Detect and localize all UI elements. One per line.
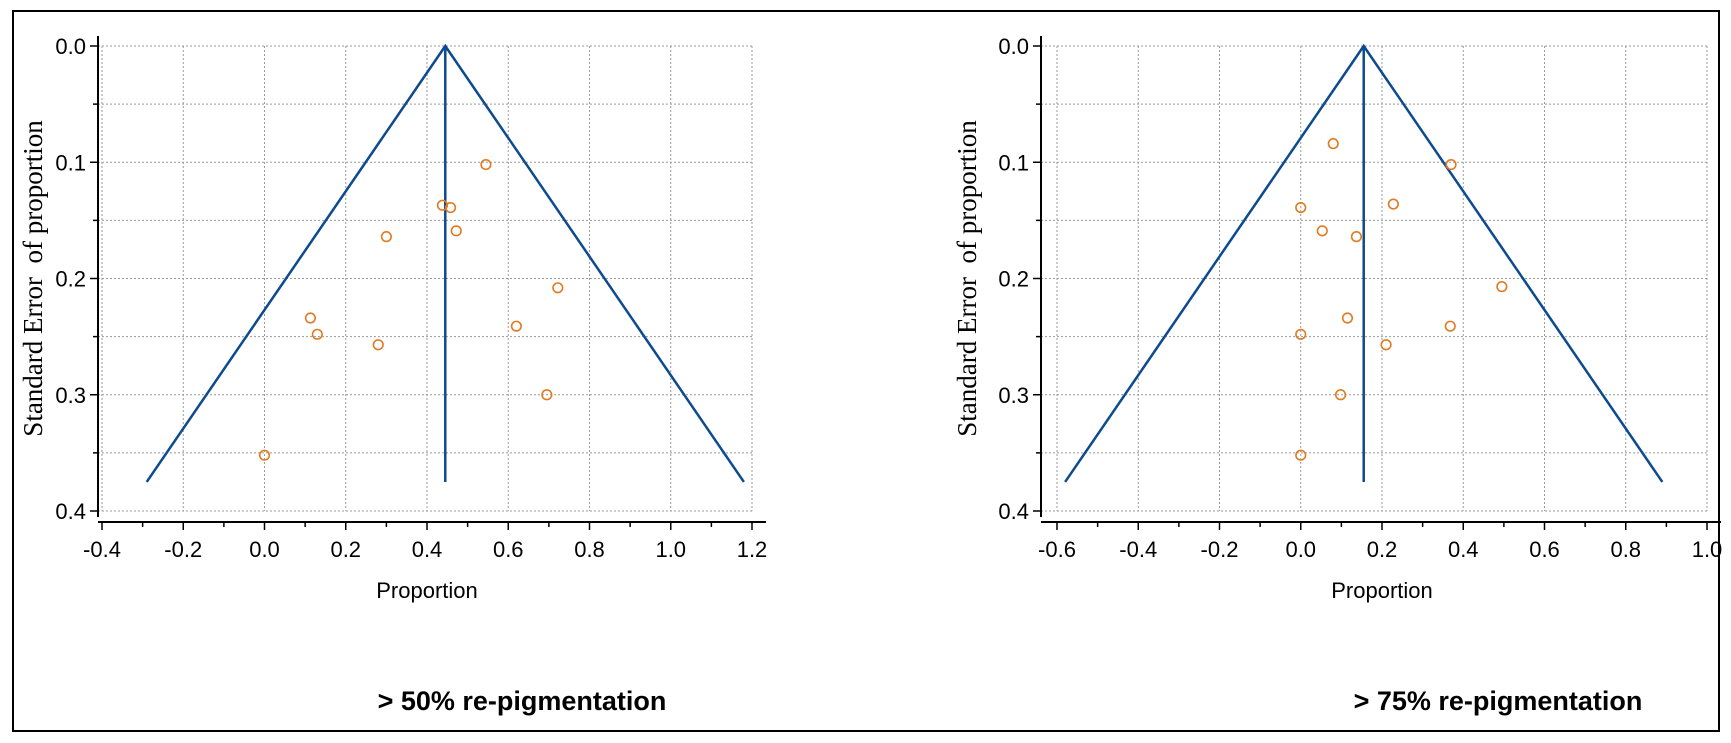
study-point	[1387, 198, 1399, 210]
study-point	[372, 339, 384, 351]
study-point	[552, 282, 564, 294]
study-point	[1350, 231, 1363, 243]
x-tick-label: -0.2	[164, 537, 202, 562]
funnel-plot-2: -0.6 -0.4 -0.2 0.0 0.2 0.4 0.6 0.8 1.0 0.0 0.1 0.2 0…	[952, 34, 1722, 716]
x-tick-label: 0.4	[1448, 537, 1479, 562]
x-tick-label: 0.2	[1367, 537, 1398, 562]
study-point	[258, 449, 271, 461]
study-point	[1341, 312, 1354, 324]
x-tick-label: 0.0	[1285, 537, 1316, 562]
study-point	[1327, 138, 1339, 150]
study-point	[1334, 389, 1347, 401]
y-tick-label: 0.1	[55, 150, 86, 175]
study-point	[1445, 158, 1457, 171]
x-tick-label: 1.2	[737, 537, 768, 562]
study-point	[450, 225, 462, 237]
study-point	[1496, 281, 1508, 293]
y-tick-label: 0.3	[55, 383, 86, 408]
funnel-plot-1: -0.4 -0.2 0.0 0.2 0.4 0.6 0.8 1.0 1.2 0.0 0.1 0.2 0.…	[18, 34, 767, 716]
y-tick-label: 0.4	[55, 499, 86, 524]
y-tick-label: 0.0	[55, 34, 86, 59]
y-axis-title: Standard Error of proportion	[18, 120, 48, 437]
figure-frame	[12, 10, 1720, 732]
study-point	[541, 389, 553, 401]
study-point	[436, 199, 449, 211]
x-tick-label: -0.2	[1201, 537, 1239, 562]
study-point	[1295, 328, 1307, 340]
x-tick-label: 0.8	[1610, 537, 1641, 562]
x-axis-title: Proportion	[376, 578, 478, 603]
study-point	[1295, 201, 1307, 214]
x-tick-label: 0.6	[493, 537, 524, 562]
study-point	[1444, 320, 1456, 332]
study-point	[311, 328, 323, 340]
y-tick-label: 0.1	[998, 150, 1029, 175]
study-point	[1295, 449, 1307, 461]
x-tick-label: 0.0	[249, 537, 280, 562]
study-point	[480, 158, 492, 171]
study-point	[304, 312, 317, 324]
panel-caption: > 75% re-pigmentation	[1354, 686, 1643, 716]
x-tick-label: -0.4	[83, 537, 121, 562]
y-tick-label: 0.4	[998, 499, 1029, 524]
study-point	[1316, 225, 1328, 237]
y-tick-label: 0.2	[998, 267, 1029, 292]
y-tick-label: 0.3	[998, 383, 1029, 408]
x-tick-label: -0.4	[1119, 537, 1157, 562]
y-axis-title: Standard Error of proportion	[952, 120, 982, 437]
y-tick-label: 0.2	[55, 267, 86, 292]
panel-caption: > 50% re-pigmentation	[378, 686, 667, 716]
x-tick-label: -0.6	[1038, 537, 1076, 562]
x-tick-label: 0.4	[412, 537, 443, 562]
study-point	[510, 320, 522, 332]
x-tick-label: 1.0	[1692, 537, 1723, 562]
x-axis-title: Proportion	[1331, 578, 1433, 603]
x-tick-label: 1.0	[655, 537, 686, 562]
y-tick-label: 0.0	[998, 34, 1029, 59]
x-tick-label: 0.8	[574, 537, 605, 562]
x-tick-label: 0.2	[330, 537, 361, 562]
study-point	[1380, 339, 1392, 351]
x-tick-label: 0.6	[1529, 537, 1560, 562]
study-point	[444, 201, 457, 214]
study-point	[380, 231, 392, 243]
